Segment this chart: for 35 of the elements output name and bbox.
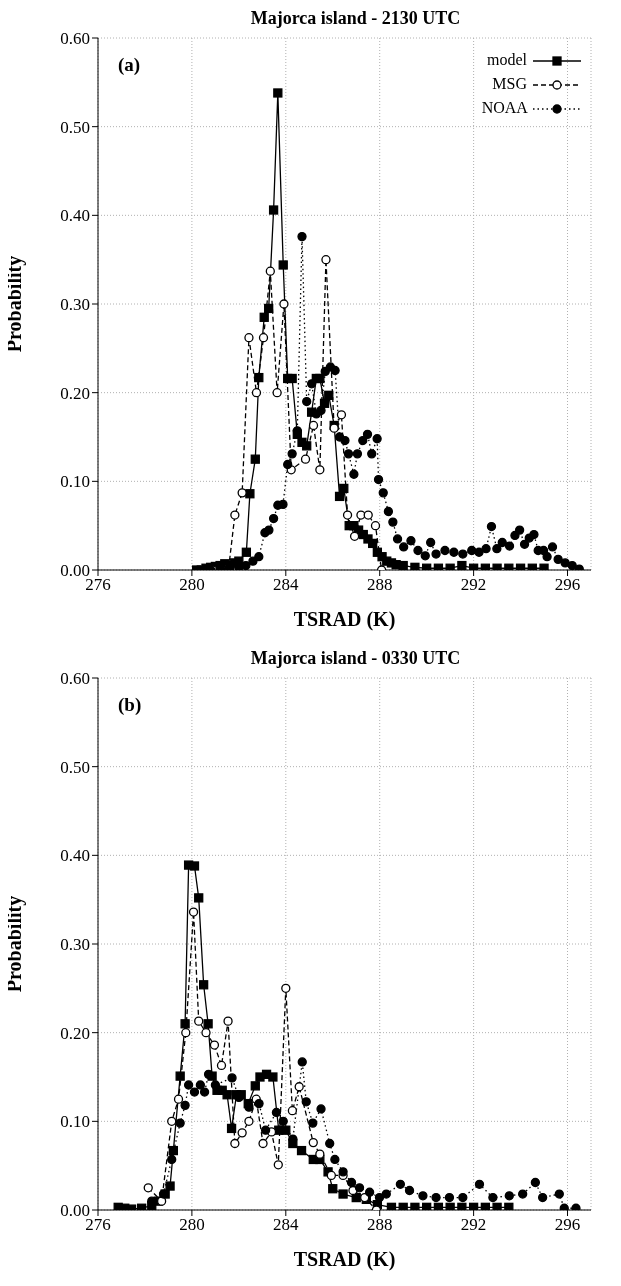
- x-tick-label: 276: [85, 575, 111, 595]
- y-tick-label: 0.30: [60, 935, 90, 955]
- x-tick-label: 296: [554, 1215, 581, 1235]
- x-tick-label: 276: [85, 1215, 111, 1235]
- y-tick-label: 0.50: [60, 117, 90, 137]
- x-tick-label: 292: [460, 575, 487, 595]
- y-tick-label: 0.30: [60, 295, 90, 315]
- x-tick-label: 296: [554, 575, 581, 595]
- y-tick-label: 0.50: [60, 757, 90, 777]
- x-axis-title: TSRAD (K): [293, 608, 396, 631]
- y-axis-title: Probability: [3, 255, 27, 353]
- x-tick-label: 288: [366, 575, 393, 595]
- x-tick-label: 284: [273, 575, 300, 595]
- y-tick-label: 0.40: [60, 846, 90, 866]
- y-tick-label: 0.20: [60, 383, 90, 403]
- x-tick-label: 292: [460, 1215, 487, 1235]
- x-tick-label: 288: [366, 1215, 393, 1235]
- y-tick-label: 0.40: [60, 206, 90, 226]
- x-tick-label: 280: [179, 575, 205, 595]
- annotation: (a): [118, 54, 141, 76]
- legend-label: model: [486, 50, 528, 70]
- y-tick-label: 0.60: [60, 669, 90, 689]
- x-tick-label: 280: [179, 1215, 205, 1235]
- legend-label: MSG: [491, 74, 528, 94]
- y-tick-label: 0.10: [60, 472, 90, 492]
- y-tick-label: 0.10: [60, 1112, 90, 1132]
- x-axis-title: TSRAD (K): [293, 1248, 396, 1271]
- y-tick-label: 0.20: [60, 1023, 90, 1043]
- x-tick-label: 284: [273, 1215, 300, 1235]
- legend-label: NOAA: [481, 98, 529, 118]
- chart-title: Majorca island - 0330 UTC: [250, 648, 461, 668]
- y-tick-label: 0.60: [60, 29, 90, 49]
- chart-title: Majorca island - 2130 UTC: [250, 8, 461, 28]
- y-axis-title: Probability: [3, 895, 27, 993]
- annotation: (b): [118, 694, 142, 716]
